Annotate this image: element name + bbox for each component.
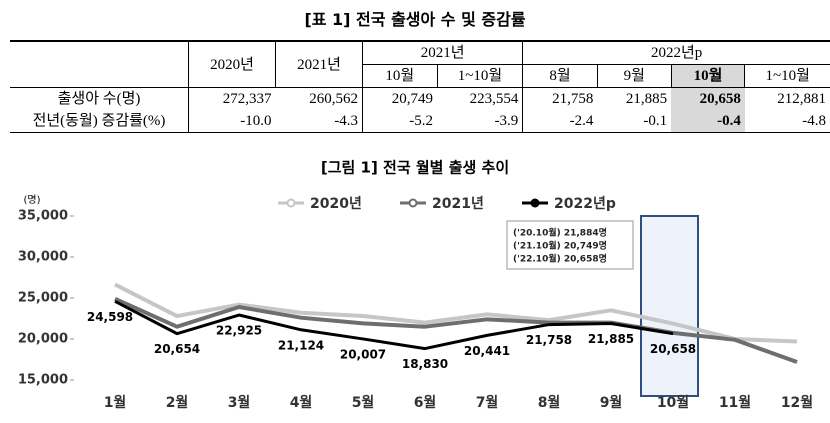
cell: -4.3 — [275, 110, 363, 133]
cell: -5.2 — [409, 113, 434, 129]
header-cell: 2020년 — [188, 41, 276, 88]
data-label: 20,007 — [340, 347, 386, 361]
header-cell: 8월 — [522, 64, 598, 88]
cell: 21,885 — [625, 91, 668, 107]
cell: -10.0 — [240, 113, 272, 129]
cell: 260,562 — [275, 87, 363, 110]
header-cell: 2022년p — [651, 45, 703, 61]
x-tick-label: 4월 — [290, 394, 313, 411]
line-series — [114, 296, 798, 364]
legend-label: 2022년p — [554, 196, 616, 212]
data-label: 21,758 — [526, 333, 572, 347]
header-cell: 10월 — [671, 64, 746, 88]
x-tick-label: 5월 — [352, 394, 375, 411]
cell: 272,337 — [222, 91, 272, 107]
x-tick-label: 10월 — [657, 394, 689, 411]
row-label: 출생아 수(명) — [10, 87, 189, 110]
x-tick-label: 3월 — [228, 394, 251, 411]
annotation: ('21.10월) 20,749명 — [513, 240, 607, 252]
table: 2020년 2021년 2021년 2022년p 10월 1~10월 8월 9월… — [10, 40, 830, 133]
x-tick-label: 2월 — [166, 394, 189, 411]
cell: 223,554 — [437, 87, 524, 110]
y-tick-label: 20,000 — [18, 332, 68, 347]
data-label: 20,654 — [154, 342, 200, 356]
chart-title: [그림 1] 전국 월별 출생 추이 — [321, 159, 509, 177]
data-label: 21,885 — [588, 332, 634, 346]
cell — [10, 41, 189, 88]
x-tick-label: 7월 — [476, 394, 499, 411]
line-series — [114, 282, 798, 344]
header-cell: 10월 — [362, 64, 438, 88]
annotation: ('20.10월) 21,884명 — [513, 227, 607, 239]
y-tick-label: 25,000 — [18, 291, 68, 306]
header-cell: 2021년 — [275, 41, 363, 88]
data-label: 18,830 — [402, 357, 448, 371]
legend-marker — [286, 198, 296, 208]
data-label: 20,658 — [650, 342, 696, 356]
x-tick-label: 12월 — [781, 394, 813, 411]
legend-label: 2020년 — [310, 196, 362, 212]
x-tick-label: 8월 — [538, 394, 561, 411]
annotation: ('22.10월) 20,658명 — [513, 253, 607, 265]
y-tick-label: 35,000 — [18, 209, 68, 224]
cell: 21,758 — [552, 91, 594, 107]
header-cell: 1~10월 — [744, 64, 830, 88]
line-series — [114, 299, 674, 351]
data-label: 22,925 — [216, 324, 262, 338]
legend-label: 2021년 — [432, 196, 484, 212]
cell: -0.4 — [671, 110, 745, 133]
data-label: 20,441 — [464, 344, 510, 358]
header-cell: 9월 — [597, 64, 672, 88]
data-label: 21,124 — [278, 338, 324, 352]
cell: -3.9 — [437, 110, 524, 133]
annotation-box — [506, 220, 634, 270]
cell: 212,881 — [777, 91, 826, 107]
table-title: [표 1] 전국 출생아 수 및 증감률 — [304, 10, 526, 29]
cell: 20,749 — [391, 91, 434, 107]
header-cell: 1~10월 — [437, 64, 524, 88]
x-tick-label: 6월 — [414, 394, 437, 411]
x-tick-label: 11월 — [719, 394, 751, 411]
cell: -4.8 — [802, 113, 826, 129]
y-tick-label: 30,000 — [18, 250, 68, 265]
header-cell: 2021년 — [362, 41, 524, 65]
cell: 20,658 — [671, 87, 745, 110]
legend-marker — [408, 198, 418, 208]
highlight-box — [640, 215, 699, 397]
cell: -0.1 — [643, 113, 668, 129]
x-tick-label: 9월 — [600, 394, 623, 411]
y-tick-label: 15,000 — [18, 373, 68, 388]
legend-marker — [530, 198, 540, 208]
cell: -2.4 — [569, 113, 594, 129]
row-label: 전년(동월) 증감률(%) — [10, 110, 189, 133]
x-tick-label: 1월 — [104, 394, 127, 411]
y-axis-label: (명) — [23, 194, 40, 206]
data-label: 24,598 — [87, 310, 133, 324]
